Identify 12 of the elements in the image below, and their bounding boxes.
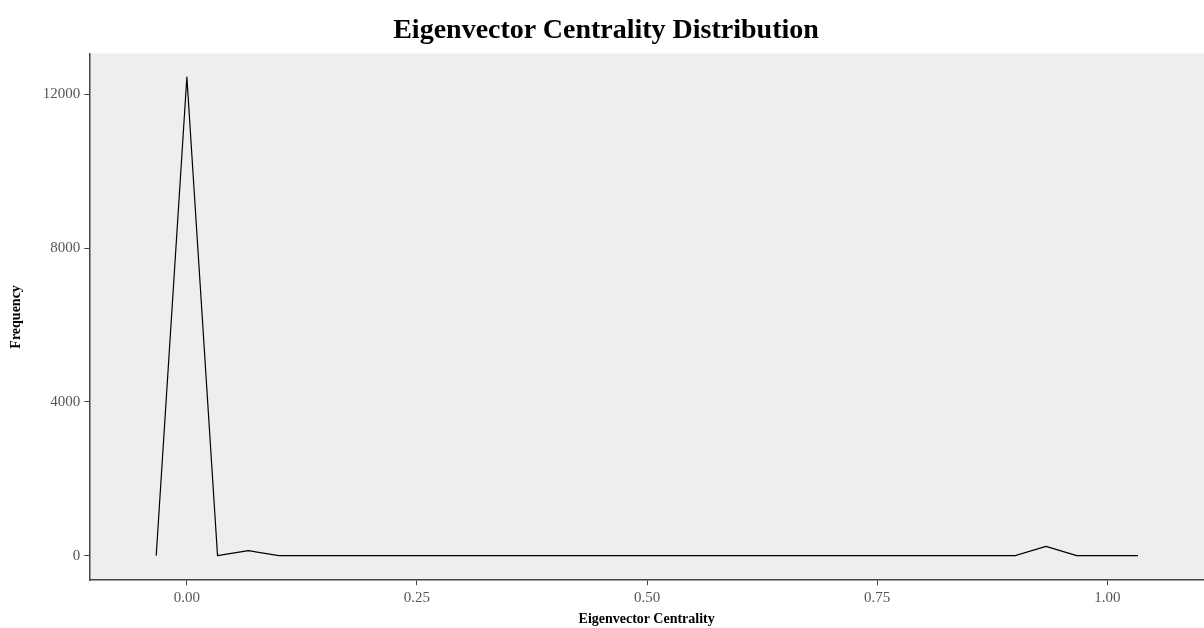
x-tick-label: 0.50 [633, 589, 661, 606]
x-axis-title: Eigenvector Centrality [578, 611, 715, 627]
y-axis-title: Frequency [8, 285, 24, 349]
y-tick-label: 4000 [50, 392, 81, 409]
y-tick-label: 8000 [50, 239, 81, 256]
x-tick-label: 0.00 [173, 589, 200, 606]
x-tick-label: 0.75 [864, 589, 891, 606]
x-tick-label: 1.00 [1094, 589, 1121, 606]
y-tick-label: 12000 [42, 85, 81, 102]
chart-title: Eigenvector Centrality Distribution [393, 13, 820, 45]
x-tick-label: 0.25 [403, 589, 431, 606]
y-tick-label: 0 [72, 546, 81, 563]
